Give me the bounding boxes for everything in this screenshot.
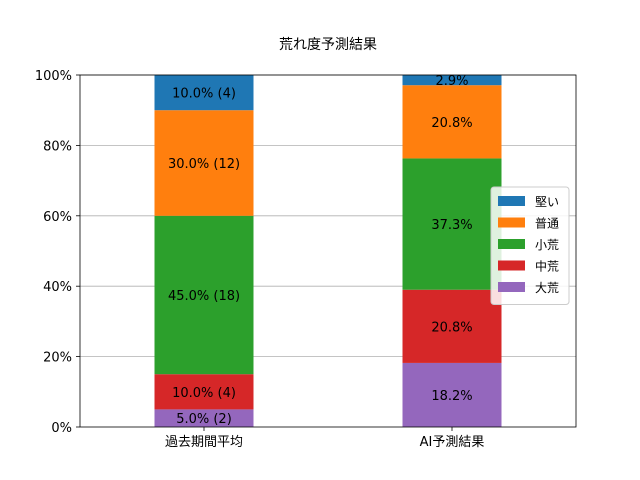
legend-swatch (498, 196, 525, 206)
bar-data-label: 2.9% (435, 74, 468, 89)
bar-data-label: 20.8% (431, 116, 472, 131)
y-tick-label: 80% (43, 139, 72, 154)
legend-swatch (498, 217, 525, 228)
y-tick-label: 40% (43, 280, 72, 295)
bar-segment (402, 362, 502, 427)
bar-data-label: 18.2% (431, 389, 472, 404)
bar-labels-layer: 5.0% (2) 10.0% (4) 45.0% (18) 30.0% (12) 10.… (168, 74, 473, 427)
legend-swatch (498, 239, 525, 249)
bar-segment (154, 75, 254, 111)
legend-swatch (498, 260, 525, 271)
legend-label: 堅い (535, 195, 559, 209)
bars-layer (154, 75, 502, 427)
bar-segment (154, 215, 254, 375)
bar-segment (402, 85, 502, 159)
bar-segment (402, 289, 502, 363)
axes-layer: 0% 20% 40% 60% 80% 100% 過去期間平均 AI予測結果 (35, 69, 577, 450)
bar-segment (154, 409, 254, 427)
bar-data-label: 37.3% (431, 218, 472, 233)
y-tick-label: 20% (43, 351, 72, 366)
x-tick-label: 過去期間平均 (165, 435, 243, 450)
bar-data-label: 20.8% (431, 320, 472, 335)
bar-data-label: 30.0% (12) (168, 157, 240, 172)
legend-label: 普通 (535, 217, 559, 231)
bar-segment (402, 75, 502, 86)
y-tick-label: 100% (35, 69, 72, 84)
plot-frame (79, 74, 577, 428)
bar-data-label: 45.0% (18) (168, 289, 240, 304)
bar-segment (154, 110, 254, 216)
bar-segment (402, 158, 502, 290)
bar-data-label: 10.0% (4) (172, 87, 236, 102)
bar-data-label: 5.0% (2) (176, 412, 232, 427)
bar-data-label: 10.0% (4) (172, 386, 236, 401)
x-tick-label: AI予測結果 (420, 435, 485, 450)
legend-label: 小荒 (535, 238, 559, 252)
y-tick-label: 60% (43, 210, 72, 225)
legend-label: 中荒 (535, 259, 559, 274)
legend-swatch (498, 282, 525, 292)
chart-title: 荒れ度予測結果 (279, 37, 377, 53)
legend-box (490, 186, 570, 305)
bar-segment (154, 374, 254, 410)
legend-label: 大荒 (535, 281, 559, 295)
y-tick-label: 0% (51, 421, 72, 436)
